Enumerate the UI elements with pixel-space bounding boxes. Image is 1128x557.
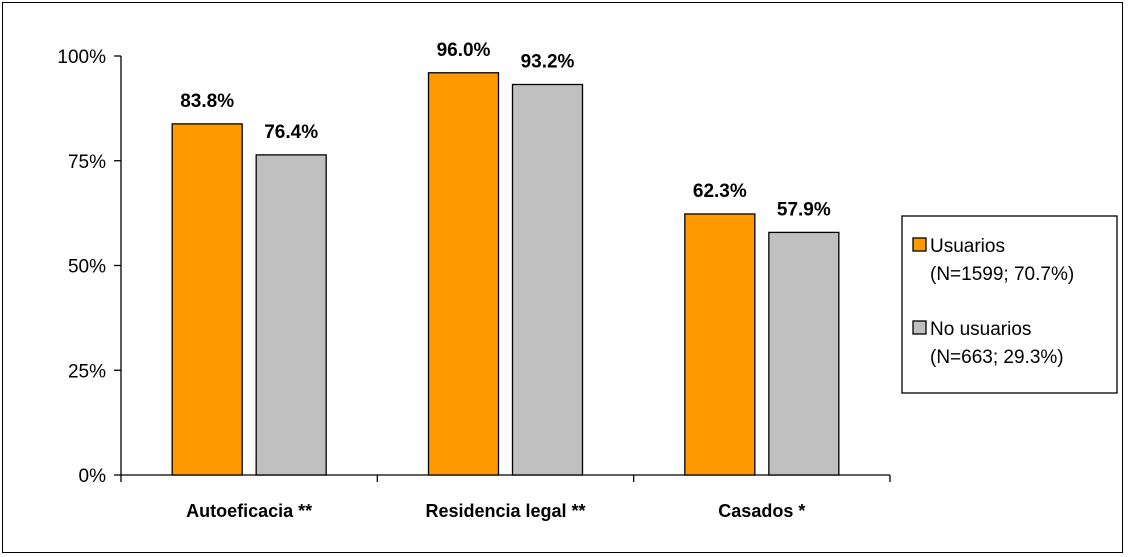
x-category-label: Autoeficacia ** [186, 501, 312, 521]
y-tick-label: 0% [79, 466, 107, 487]
bar [427, 72, 500, 476]
x-category-label: Casados * [718, 501, 805, 521]
data-label: 93.2% [521, 51, 575, 72]
bar [511, 83, 584, 476]
legend-swatch [912, 320, 927, 335]
data-label: 76.4% [264, 122, 318, 143]
y-tick-label: 25% [68, 361, 106, 382]
legend-series-name: Usuarios [930, 236, 1005, 257]
x-category-label: Residencia legal ** [425, 501, 585, 521]
y-tick-label: 100% [57, 47, 106, 68]
data-label: 57.9% [777, 199, 831, 220]
bar [171, 123, 243, 476]
y-tick-label: 50% [68, 257, 106, 278]
data-label: 83.8% [180, 91, 234, 112]
legend-box [901, 215, 1118, 394]
bar [768, 231, 840, 476]
legend-swatch [912, 237, 927, 252]
legend-series-name: No usuarios [930, 319, 1031, 340]
bar [684, 213, 756, 476]
legend-series-detail: (N=1599; 70.7%) [930, 264, 1074, 285]
y-tick-label: 75% [68, 152, 106, 173]
legend-series-detail: (N=663; 29.3%) [930, 347, 1064, 368]
data-label: 62.3% [693, 181, 747, 202]
data-label: 96.0% [437, 40, 491, 61]
bar [255, 154, 327, 476]
